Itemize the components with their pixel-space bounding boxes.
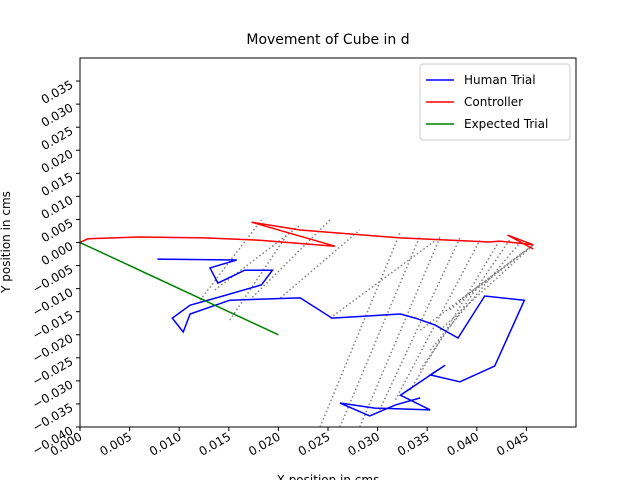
legend-label: Expected Trial — [464, 117, 548, 131]
x-tick-label: 0.025 — [296, 429, 333, 458]
y-tick-label: 0.035 — [39, 78, 76, 107]
x-tick-label: 0.005 — [97, 429, 134, 458]
x-tick-label: 0.020 — [246, 429, 283, 458]
x-tick-label: 0.010 — [147, 429, 184, 458]
plot-frame — [79, 57, 577, 428]
legend-label: Controller — [464, 95, 523, 109]
x-tick-label: 0.030 — [345, 429, 382, 458]
series-line — [80, 221, 534, 250]
legend-label: Human Trial — [464, 73, 536, 87]
chart-title: Movement of Cube in d — [246, 32, 409, 48]
legend-box — [419, 63, 571, 141]
x-tick-label: 0.015 — [197, 429, 234, 458]
series-line — [199, 219, 534, 427]
x-axis-label: X position in cms — [277, 473, 380, 480]
x-tick-label: 0.035 — [395, 429, 432, 458]
series-line — [80, 241, 279, 336]
y-axis-label: Y position in cms — [0, 191, 13, 294]
x-tick-label: 0.040 — [445, 429, 482, 458]
series-line — [157, 258, 526, 417]
legend: Human Trial Controller Expected Trial — [419, 63, 571, 141]
x-tick-label: 0.045 — [494, 429, 531, 458]
